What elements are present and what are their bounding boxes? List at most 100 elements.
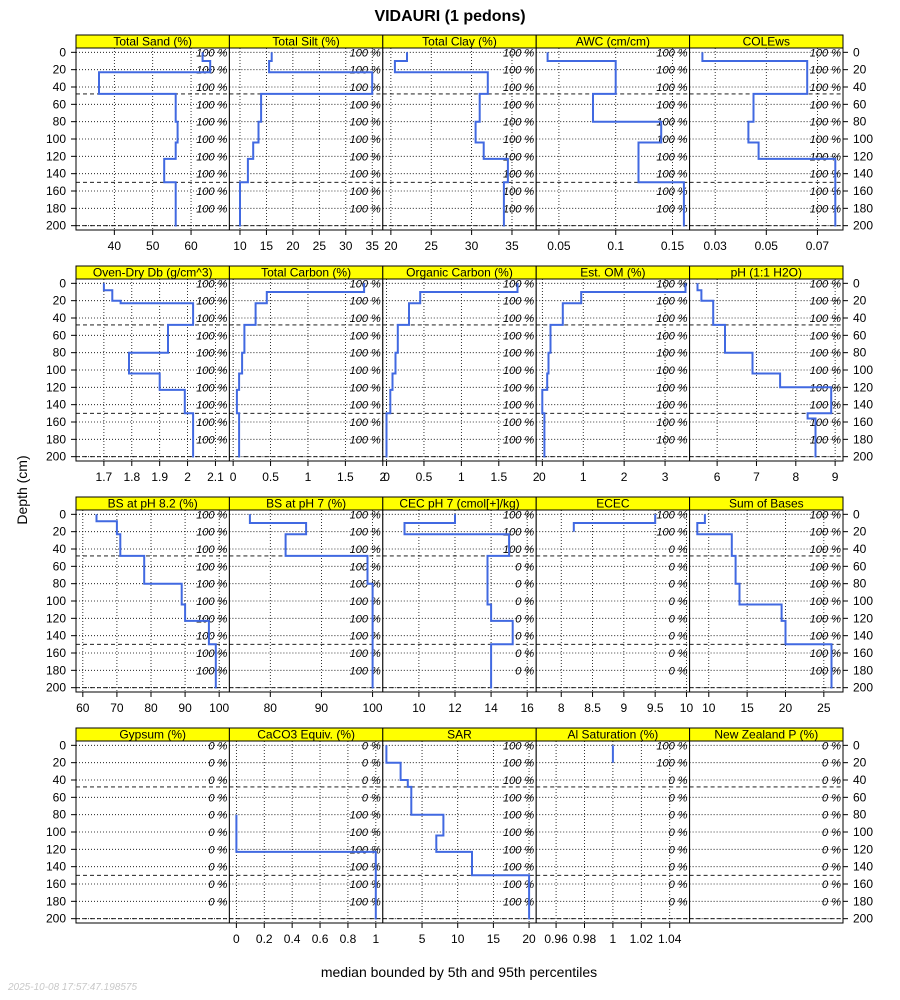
panel: Al Saturation (%)100 %100 %0 %0 %0 %0 %0…	[535, 727, 691, 946]
data-label: 100 %	[503, 740, 534, 752]
y-tick-label: 180	[46, 663, 66, 677]
series-line	[95, 514, 217, 689]
data-label: 100 %	[503, 65, 534, 77]
data-label: 100 %	[196, 99, 227, 111]
data-label: 100 %	[656, 134, 687, 146]
data-label: 100 %	[656, 313, 687, 325]
data-label: 100 %	[196, 648, 227, 660]
y-tick-label: 60	[853, 559, 867, 573]
y-tick-label: 140	[853, 629, 873, 643]
x-tick-label: 15	[740, 701, 754, 715]
data-label: 100 %	[350, 382, 381, 394]
y-tick-label: 80	[53, 577, 67, 591]
data-label: 100 %	[810, 117, 841, 129]
panel-strip-label: Total Sand (%)	[113, 35, 192, 49]
y-tick-label: 20	[53, 294, 67, 308]
x-tick-label: 9.5	[647, 701, 664, 715]
data-label: 0 %	[669, 775, 688, 787]
data-label: 100 %	[350, 844, 381, 856]
data-label: 100 %	[810, 296, 841, 308]
y-tick-label: 160	[46, 184, 66, 198]
data-label: 100 %	[503, 82, 534, 94]
data-label: 0 %	[669, 648, 688, 660]
data-label: 100 %	[196, 117, 227, 129]
x-tick-label: 25	[817, 701, 831, 715]
x-tick-label: 100	[209, 701, 229, 715]
x-tick-label: 20	[384, 239, 398, 253]
panel-strip-label: Total Clay (%)	[422, 35, 497, 49]
x-tick-label: 1	[305, 470, 312, 484]
x-tick-label: 70	[110, 701, 124, 715]
x-tick-label: 30	[465, 239, 479, 253]
data-label: 0 %	[208, 792, 227, 804]
data-label: 0 %	[669, 631, 688, 643]
data-label: 100 %	[350, 527, 381, 539]
data-label: 100 %	[503, 313, 534, 325]
series-line	[541, 283, 687, 458]
data-label: 0 %	[208, 740, 227, 752]
panel: Total Silt (%) 100 % 100 % 100 % 100 % 100 % 1…	[228, 34, 384, 253]
x-tick-label: 35	[505, 239, 519, 253]
series-line	[235, 283, 366, 458]
data-label: 100 %	[503, 365, 534, 377]
data-label: 100 %	[656, 82, 687, 94]
data-label: 0 %	[515, 613, 534, 625]
data-label: 100 %	[350, 278, 381, 290]
panel: CaCO3 Equiv. (%)0 %0 %0 %0 %100 %100 %10…	[228, 727, 384, 946]
data-label: 100 %	[810, 203, 841, 215]
y-tick-label: 80	[853, 577, 867, 591]
data-label: 100 %	[350, 82, 381, 94]
data-label: 100 %	[350, 862, 381, 874]
data-label: 100 %	[656, 348, 687, 360]
x-tick-label: 2	[533, 470, 540, 484]
data-label: 0 %	[208, 862, 227, 874]
panel-strip-label: COLEws	[743, 35, 790, 49]
y-tick-label: 80	[53, 346, 67, 360]
panel-strip-label: Oven-Dry Db (g/cm^3)	[93, 266, 213, 280]
x-tick-label: 0.07	[806, 239, 830, 253]
data-label: 0 %	[515, 596, 534, 608]
data-label: 100 %	[503, 278, 534, 290]
x-tick-label: 2	[184, 470, 191, 484]
y-tick-label: 40	[53, 311, 67, 325]
chart-title: VIDAURI (1 pedons)	[374, 8, 525, 25]
y-tick-label: 0	[59, 507, 66, 521]
panel-strip-label: Total Silt (%)	[272, 35, 339, 49]
data-label: 0 %	[822, 896, 841, 908]
data-label: 100 %	[656, 330, 687, 342]
data-label: 100 %	[503, 844, 534, 856]
y-tick-label: 100	[853, 594, 873, 608]
panel-area	[689, 279, 843, 461]
panel-area	[382, 741, 537, 923]
data-label: 100 %	[656, 186, 687, 198]
y-tick-label: 100	[853, 825, 873, 839]
data-label: 100 %	[503, 99, 534, 111]
series-line	[696, 283, 833, 458]
y-tick-label: 100	[46, 594, 66, 608]
y-tick-label: 200	[853, 450, 873, 464]
y-tick-label: 160	[853, 646, 873, 660]
panel: Total Carbon (%)100 %100 %100 %100 %100 …	[228, 265, 386, 484]
data-label: 100 %	[350, 561, 381, 573]
panel-strip-label: SAR	[447, 728, 472, 742]
x-tick-label: 90	[315, 701, 329, 715]
data-label: 100 %	[350, 810, 381, 822]
y-tick-label: 140	[46, 167, 66, 181]
panel: BS at pH 8.2 (%)100 %100 %100 %100 %100 …	[46, 496, 230, 715]
y-tick-label: 140	[853, 398, 873, 412]
data-label: 0 %	[208, 844, 227, 856]
y-tick-label: 100	[46, 825, 66, 839]
panel-strip-label: Al Saturation (%)	[568, 728, 659, 742]
y-tick-label: 180	[853, 201, 873, 215]
y-tick-label: 0	[853, 738, 860, 752]
series-line	[98, 52, 212, 227]
data-label: 100 %	[810, 527, 841, 539]
data-label: 0 %	[822, 775, 841, 787]
x-tick-label: 9	[621, 701, 628, 715]
data-label: 100 %	[196, 613, 227, 625]
series-line	[696, 514, 833, 689]
data-label: 0 %	[822, 758, 841, 770]
y-tick-label: 120	[46, 842, 66, 856]
data-label: 0 %	[669, 879, 688, 891]
x-tick-label: 10	[680, 701, 694, 715]
